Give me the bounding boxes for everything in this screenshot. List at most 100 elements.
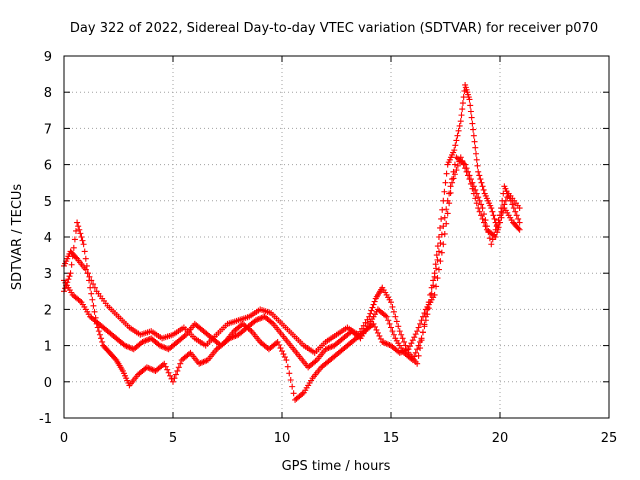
data-point [481, 211, 488, 218]
data-point [440, 241, 447, 248]
data-point [96, 331, 103, 338]
data-point [486, 235, 493, 242]
data-point [370, 301, 377, 308]
data-point [488, 241, 495, 248]
data-point [450, 175, 457, 182]
data-point [510, 205, 517, 212]
data-point [78, 234, 85, 240]
x-tick-label: 25 [601, 431, 618, 446]
data-point [479, 215, 486, 222]
data-point [417, 338, 424, 345]
data-point [504, 194, 511, 201]
data-point [415, 324, 422, 331]
data-point [453, 167, 460, 174]
data-point [491, 215, 498, 222]
data-point [431, 291, 438, 298]
data-point [480, 186, 487, 193]
data-point [516, 205, 523, 212]
data-point [443, 220, 450, 227]
plot-frame [63, 55, 610, 419]
data-point [90, 302, 97, 309]
y-tick-label: 4 [44, 231, 52, 246]
data-point [71, 236, 78, 243]
data-point [411, 334, 418, 341]
data-point [90, 281, 97, 288]
series-trace-c [61, 154, 523, 403]
data-point [388, 324, 394, 331]
data-point [286, 370, 293, 377]
data-point [516, 219, 523, 226]
data-point [460, 161, 467, 168]
data-point [512, 208, 519, 215]
data-point [412, 349, 419, 356]
data-point [498, 214, 505, 221]
data-point [386, 320, 393, 327]
data-point [392, 313, 399, 320]
x-axis-label: GPS time / hours [282, 459, 391, 474]
data-point [371, 298, 378, 305]
data-point [405, 346, 412, 353]
data-point [478, 201, 485, 208]
data-point [374, 329, 381, 336]
grid [64, 56, 609, 418]
data-point [494, 229, 501, 236]
data-point [281, 354, 288, 361]
data-point [84, 270, 91, 277]
data-point [443, 206, 450, 213]
data-point [476, 208, 483, 215]
data-point [414, 328, 421, 335]
data-point [277, 345, 284, 352]
data-point [435, 248, 442, 255]
data-point [482, 223, 489, 230]
data-point [444, 210, 451, 217]
data-point [82, 255, 89, 262]
data-point [470, 132, 477, 139]
data-point [75, 223, 82, 230]
data-point [442, 179, 449, 186]
data-point [509, 201, 516, 208]
y-tick-label: 1 [44, 340, 52, 355]
data-point [91, 308, 98, 315]
data-point [435, 266, 442, 273]
data-point [389, 328, 396, 335]
data-point [408, 340, 415, 347]
data-point [415, 352, 422, 359]
data-point [411, 353, 418, 360]
series-trace-b [61, 154, 523, 371]
data-marks [61, 81, 523, 403]
data-point [477, 176, 484, 183]
data-point [441, 214, 448, 221]
data-point [439, 206, 446, 213]
data-point [287, 376, 294, 383]
data-point [369, 304, 376, 311]
data-point [449, 179, 456, 186]
data-point [74, 219, 81, 226]
data-point [466, 96, 473, 103]
data-point [83, 262, 90, 269]
data-point [165, 369, 172, 376]
data-point [502, 197, 509, 204]
data-point [72, 227, 79, 234]
data-point [438, 215, 445, 222]
data-point [415, 342, 422, 349]
data-point [469, 179, 476, 186]
data-point [421, 323, 428, 330]
data-point [447, 183, 454, 190]
data-point [469, 120, 476, 127]
data-point [478, 179, 485, 186]
data-point [456, 122, 463, 129]
data-point [430, 282, 437, 289]
data-point [453, 137, 460, 144]
data-point [466, 176, 473, 183]
chart-title: Day 322 of 2022, Sidereal Day-to-day VTE… [70, 21, 598, 36]
axis-ticks: 0 5 10 15 20 25 -1 0 1 2 3 4 5 6 7 8 9 [39, 50, 617, 446]
y-tick-label: 9 [44, 50, 52, 65]
data-point [433, 252, 440, 259]
data-point [390, 308, 397, 315]
data-point [406, 343, 413, 350]
data-point [170, 378, 176, 385]
data-point [456, 158, 463, 165]
data-point [478, 212, 485, 219]
data-point [472, 195, 479, 202]
